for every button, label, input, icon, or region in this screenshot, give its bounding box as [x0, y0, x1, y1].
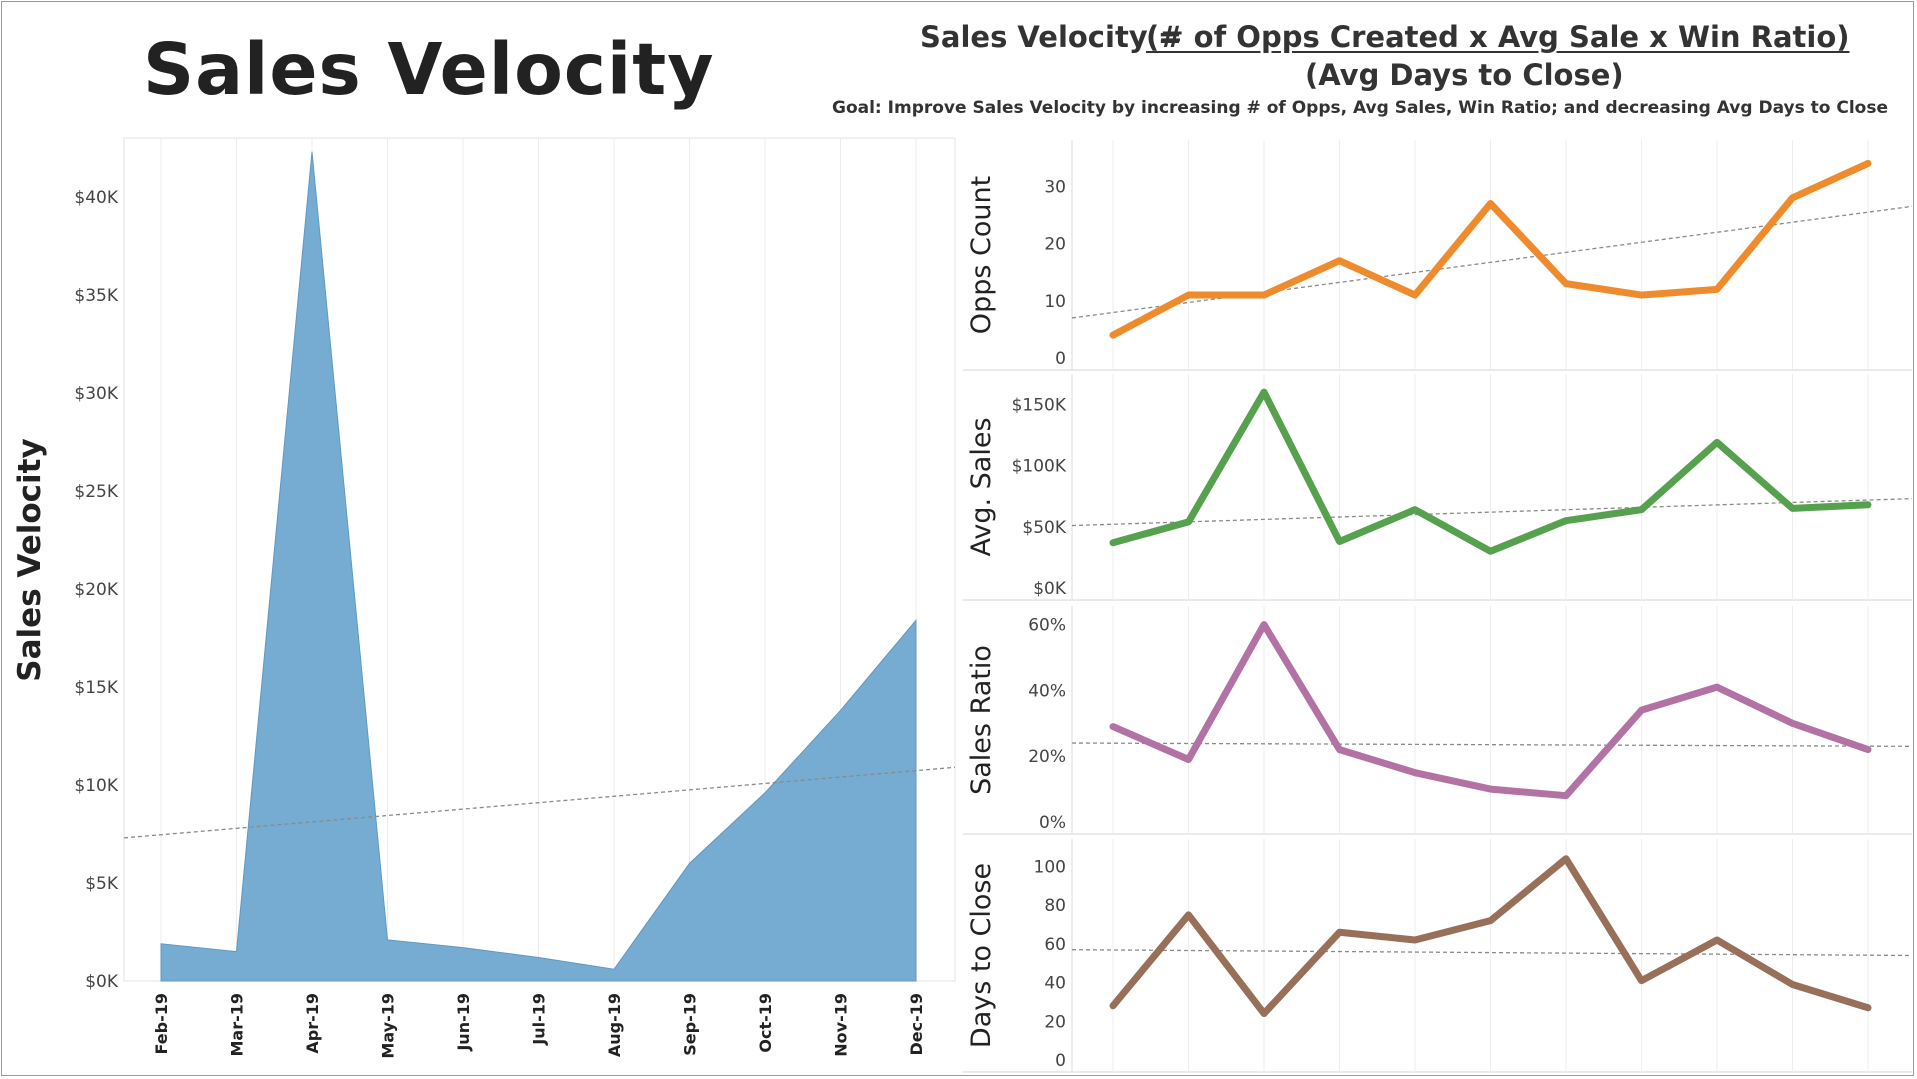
series-line-1 [1109, 159, 1872, 339]
x-tick-label: Jun-19 [454, 993, 473, 1052]
x-tick-label: Jul-19 [530, 993, 549, 1046]
series-line-3 [1109, 621, 1872, 800]
area-trend-line [123, 766, 956, 839]
x-tick-label: Sep-19 [681, 993, 700, 1056]
series-line-4 [1109, 855, 1872, 1018]
y-tick-label: 60% [1028, 616, 1066, 636]
y-tick-label: 0% [1039, 813, 1066, 833]
y-tick-label: 20 [1044, 1012, 1066, 1032]
series-line-2 [1109, 388, 1872, 555]
panel-y-axis-label: Opps Count [966, 176, 997, 334]
y-tick-label: $40K [74, 188, 118, 208]
x-tick-label: May-19 [379, 993, 398, 1059]
y-tick-label: $5K [85, 874, 119, 894]
panel-y-axis-label: Sales Ratio [966, 645, 997, 795]
y-tick-label: 10 [1044, 292, 1066, 312]
y-tick-label: 0 [1055, 349, 1066, 369]
y-tick-label: 40 [1044, 974, 1066, 994]
y-tick-label: $0K [1033, 579, 1067, 599]
x-tick-label: Nov-19 [832, 993, 851, 1057]
y-tick-label: $15K [74, 678, 118, 698]
y-tick-label: 40% [1028, 681, 1066, 701]
x-tick-label: Mar-19 [228, 993, 247, 1057]
area-y-axis-label: Sales Velocity [12, 438, 48, 681]
x-tick-label: Apr-19 [303, 993, 322, 1054]
y-tick-label: $20K [74, 580, 118, 600]
y-tick-label: 100 [1034, 857, 1066, 877]
y-tick-label: $100K [1012, 457, 1067, 477]
y-tick-label: $10K [74, 776, 118, 796]
sales-velocity-area [160, 151, 917, 982]
panel-trend-line [1071, 205, 1913, 319]
y-tick-label: $150K [1012, 395, 1067, 415]
y-tick-label: $30K [74, 384, 118, 404]
formula-numerator: (# of Opps Created x Avg Sale x Win Rati… [1146, 20, 1850, 54]
panel-y-axis-label: Avg. Sales [966, 417, 997, 556]
y-tick-label: $25K [74, 482, 118, 502]
formula-lhs: Sales Velocity = [920, 20, 1183, 54]
y-tick-label: 60 [1044, 935, 1066, 955]
y-tick-label: 80 [1044, 896, 1066, 916]
x-tick-label: Feb-19 [152, 993, 171, 1055]
y-tick-label: 20 [1044, 235, 1066, 255]
formula-denominator: (Avg Days to Close) [1305, 58, 1624, 92]
panel-trend-line [1071, 497, 1913, 527]
x-tick-label: Aug-19 [605, 993, 624, 1057]
y-tick-label: 20% [1028, 747, 1066, 767]
y-tick-label: $35K [74, 286, 118, 306]
y-tick-label: $50K [1022, 518, 1066, 538]
dashboard-title: Sales Velocity [143, 28, 715, 111]
x-tick-label: Dec-19 [907, 993, 926, 1056]
panel-y-axis-label: Days to Close [966, 863, 997, 1048]
y-tick-label: $0K [85, 972, 119, 992]
y-tick-label: 30 [1044, 177, 1066, 197]
goal-text: Goal: Improve Sales Velocity by increasi… [832, 98, 1889, 118]
panel-trend-line [1071, 742, 1913, 747]
y-tick-label: 0 [1055, 1051, 1066, 1071]
panel-trend-line [1071, 949, 1913, 957]
x-tick-label: Oct-19 [756, 993, 775, 1053]
